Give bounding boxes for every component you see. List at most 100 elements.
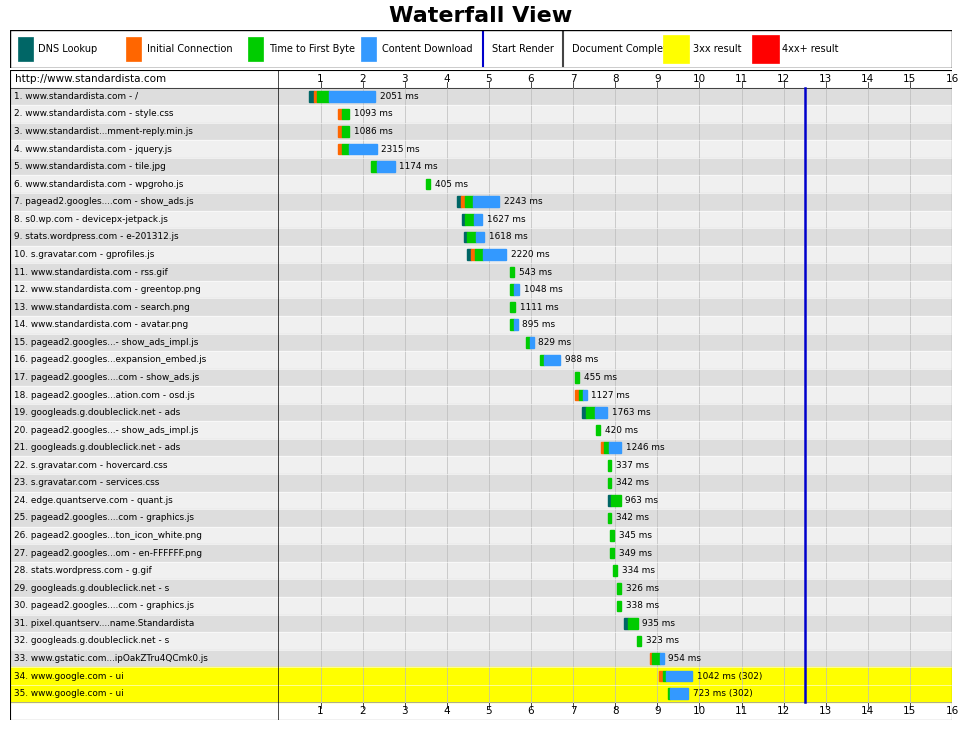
Bar: [10, 158, 951, 175]
Bar: [10, 351, 951, 369]
Bar: [10, 70, 951, 88]
Bar: [509, 320, 514, 330]
Text: http://www.standardista.com: http://www.standardista.com: [14, 74, 165, 84]
Text: DNS Lookup: DNS Lookup: [38, 44, 97, 54]
Text: 3: 3: [401, 74, 407, 84]
Text: 1127 ms: 1127 ms: [591, 391, 629, 399]
Text: 1627 ms: 1627 ms: [486, 215, 525, 224]
Bar: [624, 618, 628, 629]
Bar: [361, 36, 376, 61]
Bar: [126, 36, 141, 61]
Bar: [10, 193, 951, 210]
Bar: [10, 264, 951, 281]
Text: 32. googleads.g.doubleclick.net - s: 32. googleads.g.doubleclick.net - s: [13, 637, 169, 645]
Bar: [456, 196, 460, 207]
Bar: [248, 36, 263, 61]
Bar: [10, 650, 951, 667]
Bar: [628, 618, 637, 629]
Text: 19. googleads.g.doubleclick.net - ads: 19. googleads.g.doubleclick.net - ads: [13, 408, 180, 417]
Text: 3xx result: 3xx result: [692, 44, 741, 54]
Text: 1111 ms: 1111 ms: [519, 303, 557, 312]
Bar: [579, 390, 582, 400]
Text: 17. pagead2.googles....com - show_ads.js: 17. pagead2.googles....com - show_ads.js: [13, 373, 199, 382]
Text: 2: 2: [359, 74, 365, 84]
Text: Time to First Byte: Time to First Byte: [269, 44, 355, 54]
Text: 1: 1: [317, 74, 324, 84]
Text: 22. s.gravatar.com - hovercard.css: 22. s.gravatar.com - hovercard.css: [13, 461, 167, 470]
Text: 9: 9: [653, 706, 660, 716]
Text: 7: 7: [569, 74, 576, 84]
Bar: [652, 653, 659, 664]
Bar: [10, 527, 951, 545]
Bar: [308, 91, 313, 101]
Bar: [329, 91, 375, 101]
Text: 9. stats.wordpress.com - e-201312.js: 9. stats.wordpress.com - e-201312.js: [13, 232, 178, 242]
Bar: [10, 632, 951, 650]
Text: 1048 ms: 1048 ms: [524, 285, 562, 294]
Bar: [474, 214, 481, 225]
Text: Start Render: Start Render: [492, 44, 554, 54]
Text: 21. googleads.g.doubleclick.net - ads: 21. googleads.g.doubleclick.net - ads: [13, 443, 180, 452]
Bar: [338, 126, 342, 137]
Bar: [526, 337, 530, 347]
Bar: [10, 456, 951, 474]
Bar: [17, 36, 33, 61]
Text: 2051 ms: 2051 ms: [380, 92, 418, 101]
Bar: [514, 320, 517, 330]
Bar: [10, 474, 951, 491]
Bar: [10, 580, 951, 597]
Text: 16. pagead2.googles...expansion_embed.js: 16. pagead2.googles...expansion_embed.js: [13, 356, 206, 364]
Text: 323 ms: 323 ms: [645, 637, 678, 645]
Bar: [460, 196, 464, 207]
Bar: [342, 144, 349, 154]
Text: 2: 2: [359, 706, 365, 716]
Text: 326 ms: 326 ms: [626, 584, 658, 593]
Text: 27. pagead2.googles...om - en-FFFFFF.png: 27. pagead2.googles...om - en-FFFFFF.png: [13, 549, 202, 558]
Text: 13: 13: [818, 706, 831, 716]
Bar: [467, 249, 470, 260]
Text: 334 ms: 334 ms: [621, 566, 653, 575]
Bar: [509, 266, 514, 277]
Text: 895 ms: 895 ms: [522, 320, 554, 329]
Bar: [10, 175, 951, 193]
Text: 963 ms: 963 ms: [625, 496, 657, 505]
Bar: [338, 109, 342, 119]
Bar: [607, 460, 611, 471]
Text: 4xx+ result: 4xx+ result: [781, 44, 838, 54]
Text: 6: 6: [528, 706, 533, 716]
Bar: [10, 685, 951, 702]
Text: 31. pixel.quantserv....name.Standardista: 31. pixel.quantserv....name.Standardista: [13, 619, 194, 628]
Text: 4. www.standardista.com - jquery.js: 4. www.standardista.com - jquery.js: [13, 145, 171, 153]
Bar: [617, 583, 621, 593]
Bar: [10, 228, 951, 246]
Bar: [474, 249, 482, 260]
Text: 7. pagead2.googles....com - show_ads.js: 7. pagead2.googles....com - show_ads.js: [13, 197, 193, 207]
Bar: [342, 126, 349, 137]
Text: 338 ms: 338 ms: [626, 602, 658, 610]
Text: 1246 ms: 1246 ms: [626, 443, 664, 452]
Bar: [594, 407, 606, 418]
Bar: [607, 495, 611, 506]
Bar: [313, 91, 317, 101]
Bar: [581, 407, 585, 418]
Text: Waterfall View: Waterfall View: [389, 7, 572, 26]
Text: 14: 14: [860, 706, 874, 716]
Bar: [752, 34, 777, 64]
Text: 3: 3: [401, 706, 407, 716]
Text: 28. stats.wordpress.com - g.gif: 28. stats.wordpress.com - g.gif: [13, 566, 152, 575]
Text: 20. pagead2.googles...- show_ads_impl.js: 20. pagead2.googles...- show_ads_impl.js: [13, 426, 198, 434]
Bar: [609, 548, 613, 558]
Bar: [10, 510, 951, 527]
Bar: [10, 404, 951, 421]
Text: 342 ms: 342 ms: [615, 478, 649, 488]
Bar: [509, 302, 514, 312]
Text: 2315 ms: 2315 ms: [381, 145, 419, 153]
Bar: [544, 355, 559, 365]
Bar: [10, 369, 951, 386]
Bar: [10, 545, 951, 562]
Bar: [670, 688, 687, 699]
Bar: [342, 109, 349, 119]
Text: 1: 1: [317, 706, 324, 716]
Text: 33. www.gstatic.com...ipOakZTru4QCmk0.js: 33. www.gstatic.com...ipOakZTru4QCmk0.js: [13, 654, 208, 663]
Bar: [540, 355, 544, 365]
